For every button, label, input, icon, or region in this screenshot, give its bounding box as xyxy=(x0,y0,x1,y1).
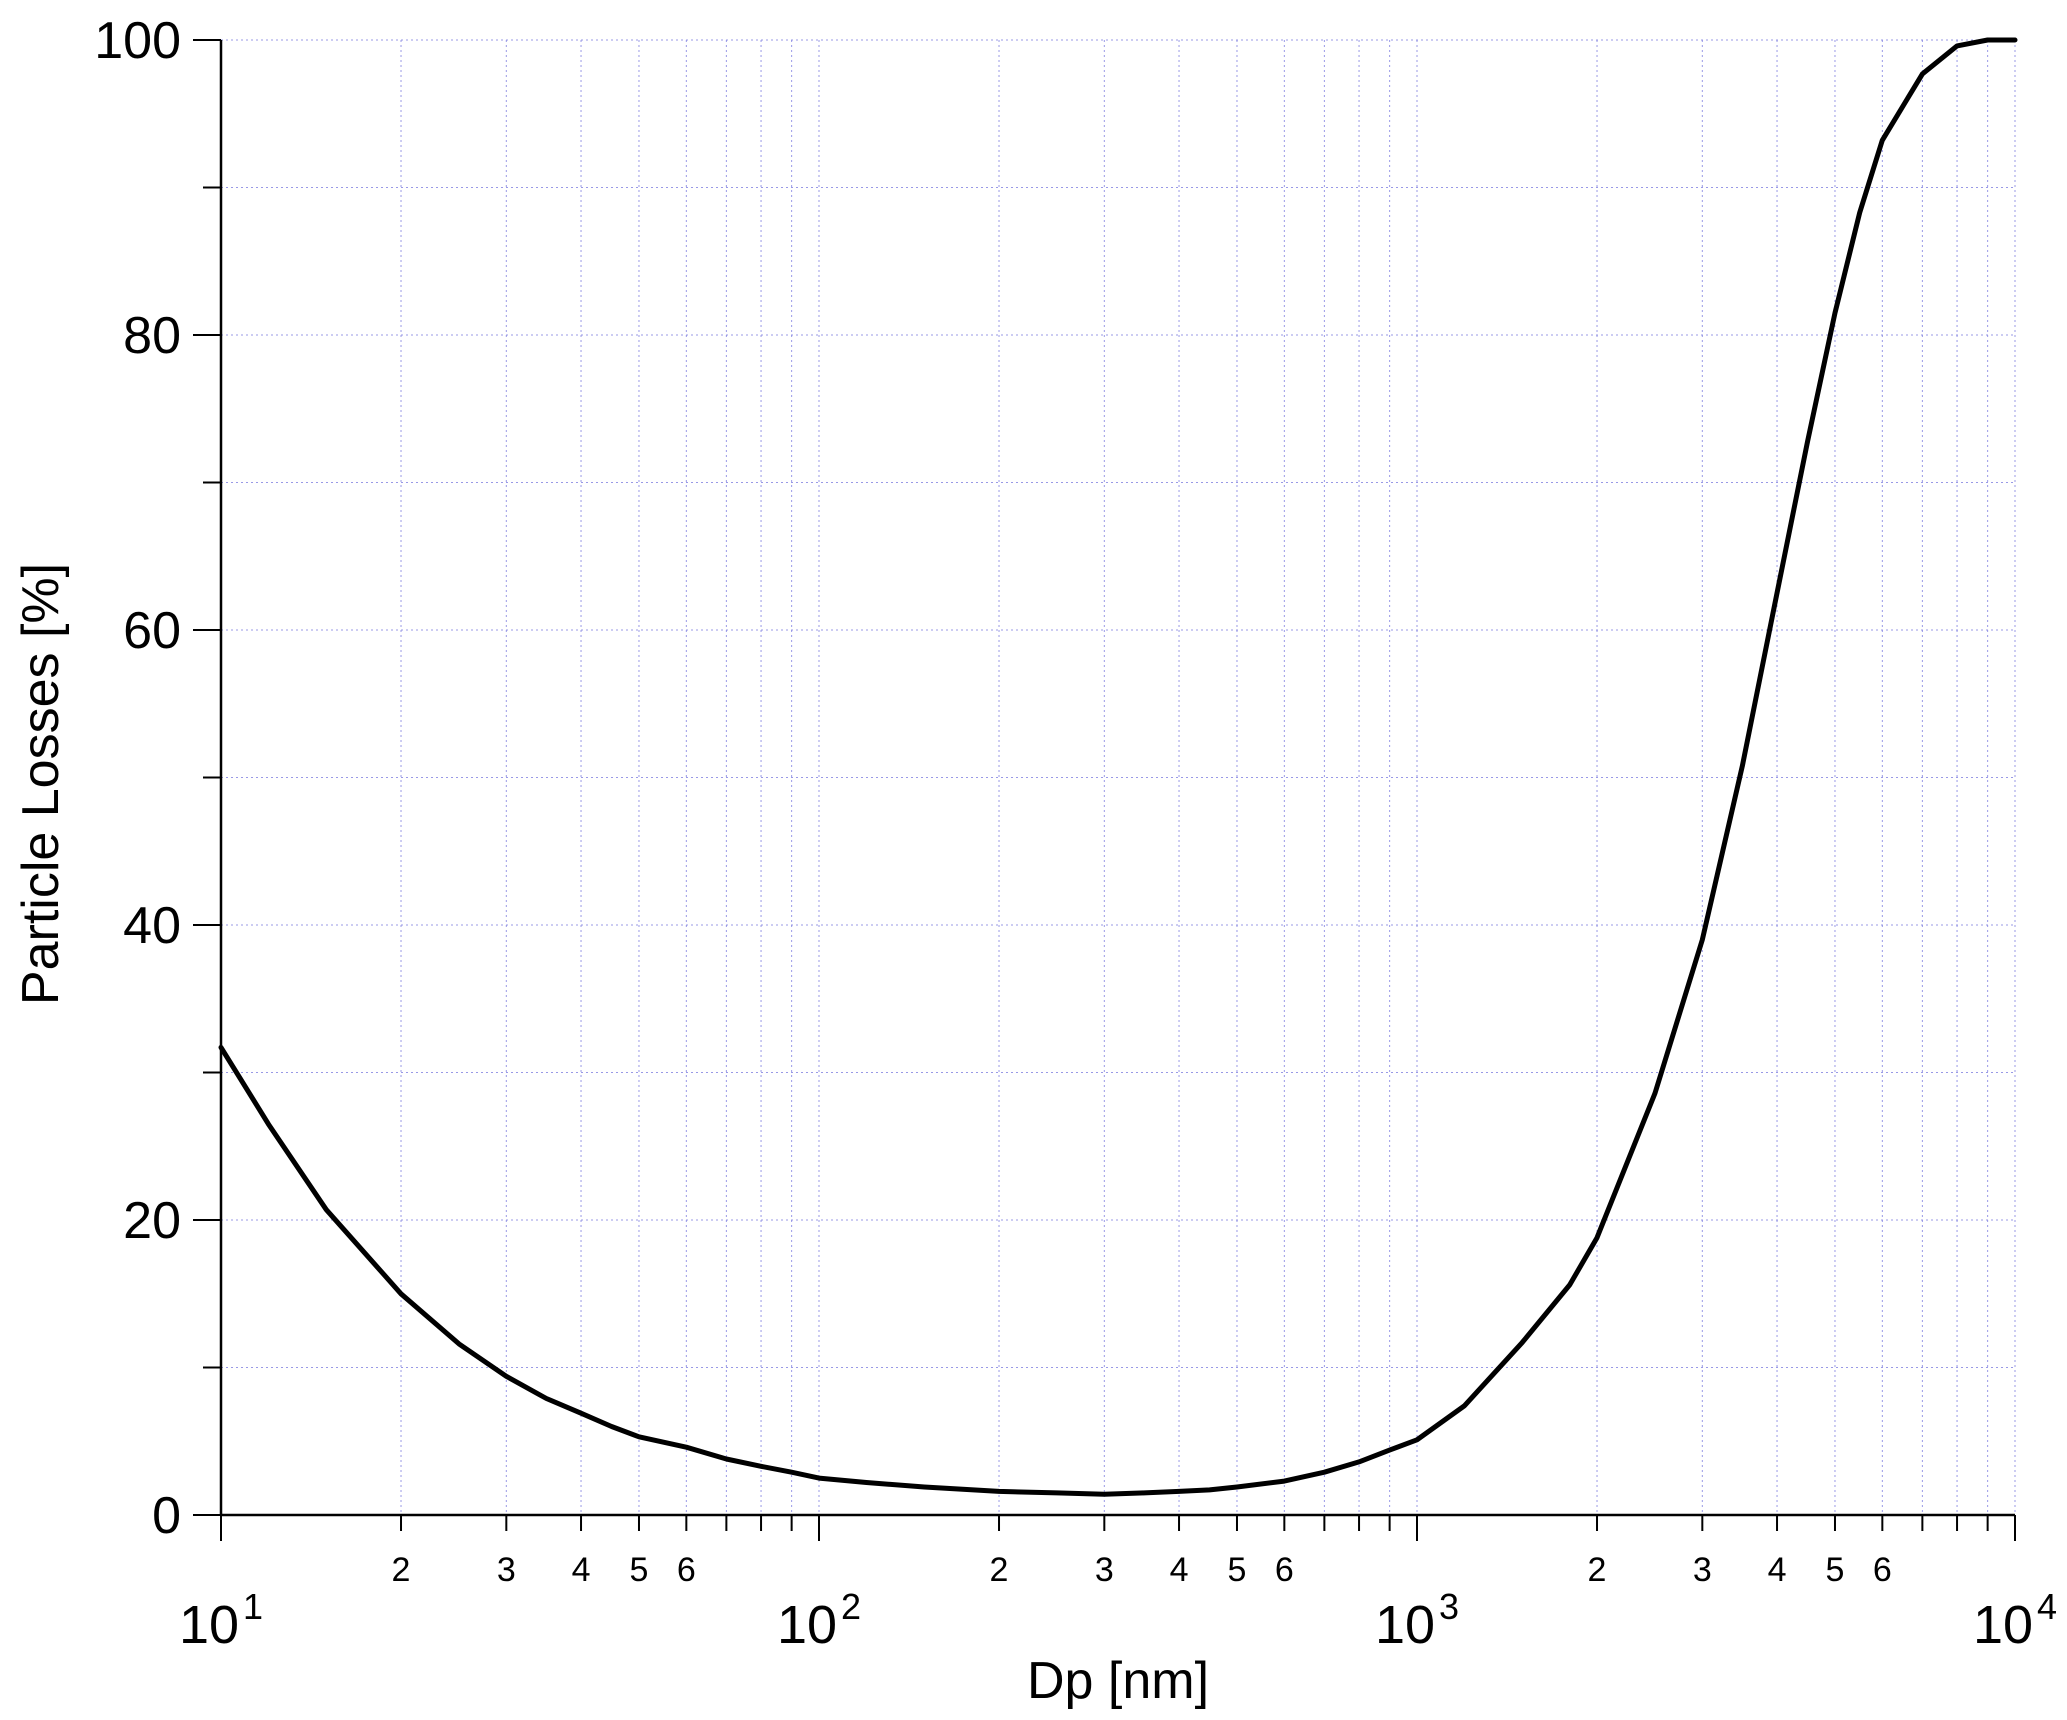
y-tick-label: 100 xyxy=(94,12,181,70)
x-major-tick-label: 10 4 xyxy=(1973,1586,2057,1655)
axis-ticks xyxy=(193,39,2016,1541)
x-major-tick-label: 10 2 xyxy=(777,1586,861,1655)
y-tick-label: 40 xyxy=(123,897,181,955)
x-minor-tick-label: 5 xyxy=(630,1551,649,1589)
y-tick-label: 0 xyxy=(152,1487,181,1545)
x-minor-tick-label: 4 xyxy=(1768,1551,1787,1589)
y-axis-label: Particle Losses [%] xyxy=(12,563,70,1005)
x-minor-tick-label: 2 xyxy=(990,1551,1009,1589)
x-minor-tick-label: 6 xyxy=(1873,1551,1892,1589)
x-minor-tick-label: 5 xyxy=(1228,1551,1247,1589)
x-minor-tick-label: 2 xyxy=(392,1551,411,1589)
x-minor-tick-label: 4 xyxy=(1170,1551,1189,1589)
x-major-tick-label: 10 1 xyxy=(179,1586,263,1655)
x-minor-tick-label: 3 xyxy=(1095,1551,1114,1589)
x-minor-tick-label: 6 xyxy=(1275,1551,1294,1589)
grid-lines xyxy=(221,39,2016,1515)
series-line xyxy=(218,37,2018,1497)
x-major-tick-label: 10 3 xyxy=(1375,1586,1459,1655)
x-minor-tick-label: 3 xyxy=(497,1551,516,1589)
x-minor-tick-label: 5 xyxy=(1826,1551,1845,1589)
x-minor-tick-label: 6 xyxy=(677,1551,696,1589)
x-minor-tick-label: 4 xyxy=(572,1551,591,1589)
x-axis-label: Dp [nm] xyxy=(1027,1652,1209,1710)
y-tick-label: 60 xyxy=(123,602,181,660)
data-series xyxy=(218,37,2018,1497)
y-tick-label: 20 xyxy=(123,1192,181,1250)
x-minor-tick-label: 3 xyxy=(1693,1551,1712,1589)
x-minor-tick-label: 2 xyxy=(1588,1551,1607,1589)
y-tick-label: 80 xyxy=(123,307,181,365)
